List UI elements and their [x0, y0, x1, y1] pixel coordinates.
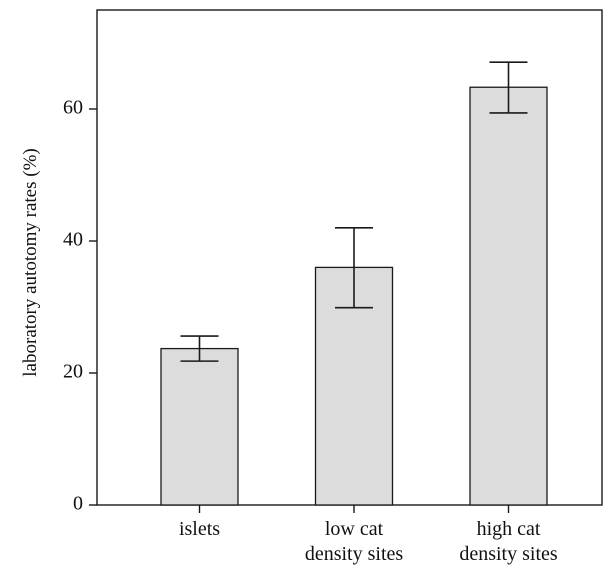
y-tick-label: 0	[73, 493, 83, 515]
error-bar-1	[335, 227, 373, 309]
bar-0	[160, 347, 239, 506]
error-bar-0	[180, 335, 219, 362]
x-tick-label-line: high cat	[477, 518, 541, 540]
error-bar-2	[489, 61, 528, 114]
x-axis: islets low cat density sites high cat densit…	[179, 505, 558, 565]
x-tick-label: high cat density sites	[459, 518, 558, 565]
y-tick-label: 60	[63, 97, 83, 119]
x-tick-label-line: low cat	[325, 518, 384, 540]
y-axis-label: laboratory autotomy rates (%)	[20, 148, 41, 376]
x-tick-label: islets	[179, 518, 220, 540]
x-tick-label-line: density sites	[305, 543, 404, 565]
x-tick-label-line: islets	[179, 518, 220, 540]
y-tick-label: 20	[63, 361, 83, 383]
y-axis: 0 20 40 60	[63, 97, 97, 515]
y-tick-label: 40	[63, 229, 83, 251]
bar-2	[469, 86, 548, 506]
x-tick-label: low cat density sites	[305, 518, 404, 565]
x-tick-label-line: density sites	[459, 543, 558, 565]
error-bars	[180, 61, 528, 362]
